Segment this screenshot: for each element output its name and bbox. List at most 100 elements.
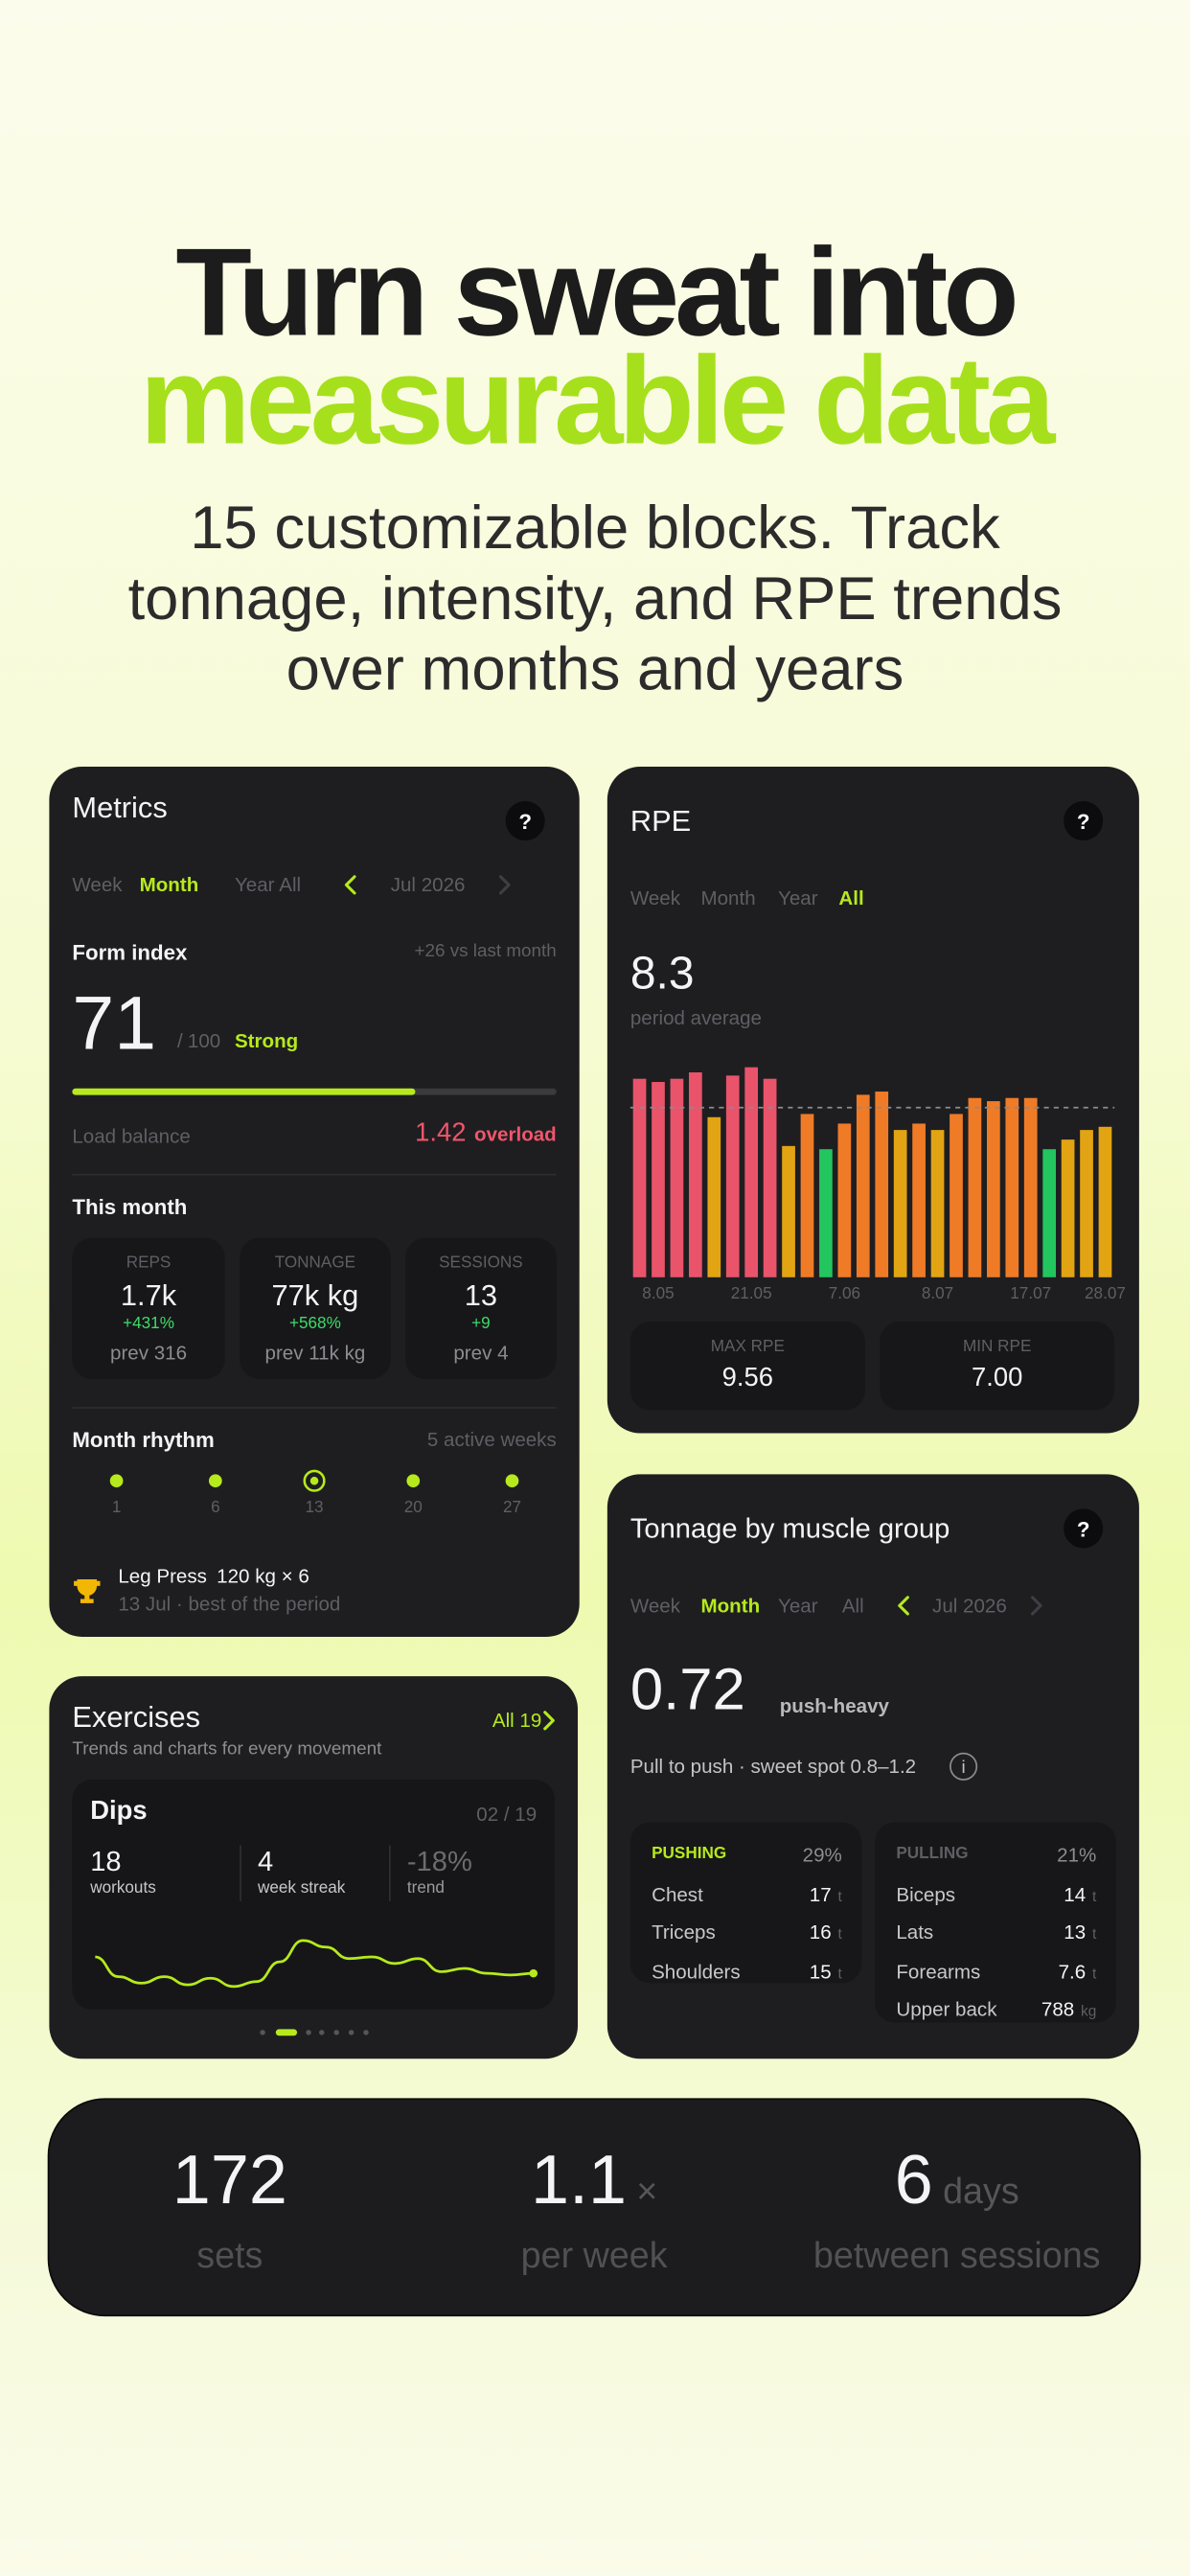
x-tick-label: 21.05 bbox=[731, 1283, 772, 1302]
summary-value: 1.1 × bbox=[530, 2140, 657, 2219]
section-label: Form index bbox=[72, 939, 188, 965]
chevron-right bbox=[498, 875, 511, 895]
muscle-unit: t bbox=[837, 1926, 842, 1944]
period-tab[interactable]: Month bbox=[700, 1594, 761, 1618]
bar bbox=[987, 1101, 1000, 1277]
muscle-value: 16 t bbox=[810, 1923, 842, 1944]
bar bbox=[689, 1071, 702, 1277]
stat-prev: prev 11k kg bbox=[264, 1341, 366, 1365]
scale-max: 100 bbox=[187, 1029, 221, 1053]
muscle-tonnage: 788 bbox=[1041, 1998, 1075, 2022]
muscle-value: 17 t bbox=[810, 1885, 842, 1905]
summary-unit: days bbox=[943, 2170, 1019, 2212]
summary-value: 172 bbox=[172, 2140, 287, 2219]
scale-separator: / bbox=[177, 1029, 183, 1053]
help-button[interactable]: ? bbox=[1064, 800, 1104, 841]
help-button[interactable]: ? bbox=[1064, 1508, 1104, 1549]
best-detail: 120 kg × 6 bbox=[217, 1564, 309, 1588]
group-name: PUSHING bbox=[652, 1845, 727, 1864]
bar bbox=[893, 1130, 907, 1277]
exercise-stat-label: week streak bbox=[257, 1879, 346, 1898]
rhythm-dot bbox=[406, 1474, 421, 1488]
x-tick-label: 8.07 bbox=[922, 1283, 953, 1302]
rating: Strong bbox=[234, 1029, 299, 1053]
rpe-card: 8.05 21.05 7.06 8.07 17.07 28.07 RPE? Week Month… bbox=[606, 767, 1139, 1434]
stat-prev: prev 4 bbox=[453, 1341, 509, 1365]
rhythm-dot bbox=[505, 1474, 519, 1488]
summary-number: 1.1 bbox=[530, 2140, 628, 2219]
muscle-tonnage: 15 bbox=[809, 1960, 832, 1984]
muscle-tonnage: 7.6 bbox=[1058, 1960, 1087, 1984]
section-label: Month rhythm bbox=[72, 1427, 215, 1453]
muscle-unit: t bbox=[837, 1888, 842, 1905]
stat-prev: prev 316 bbox=[110, 1341, 188, 1365]
bar bbox=[875, 1092, 889, 1277]
muscle-tonnage: 17 bbox=[809, 1882, 832, 1906]
muscle-value: 14 t bbox=[1064, 1885, 1096, 1905]
summary-card: 172 sets 1.1 × per week 6 days between sessions bbox=[49, 2100, 1139, 2315]
rhythm-dot bbox=[309, 1476, 319, 1485]
muscle-name: Forearms bbox=[896, 1960, 981, 1984]
stat-divider bbox=[240, 1845, 241, 1901]
muscle-group-box: PULLING 21% Biceps 14 t Lats 13 t Forearms 7.6 t Up… bbox=[875, 1822, 1116, 2022]
period-tab[interactable]: Year bbox=[234, 873, 275, 897]
exercise-name: Dips bbox=[90, 1797, 148, 1826]
best-set: Leg Press 120 kg × 6 bbox=[118, 1566, 309, 1586]
headline-accent: measurable data bbox=[139, 332, 1056, 472]
delta: +26 vs last month bbox=[414, 941, 557, 962]
average-value: 8.3 bbox=[629, 947, 695, 999]
rhythm-ring bbox=[303, 1469, 326, 1492]
ratio-value: 0.72 bbox=[629, 1654, 745, 1723]
headline: Turn sweat into bbox=[175, 222, 1018, 363]
bar bbox=[1061, 1139, 1075, 1277]
summary-label: between sessions bbox=[812, 2234, 1101, 2276]
x-tick-label: 28.07 bbox=[1085, 1283, 1126, 1302]
bar bbox=[837, 1123, 852, 1277]
page-dot bbox=[319, 2030, 325, 2036]
period-tab[interactable]: Year bbox=[778, 886, 818, 910]
x-tick-label: 8.05 bbox=[642, 1283, 674, 1302]
graphics bbox=[260, 1711, 555, 2036]
period-tab[interactable]: Month bbox=[139, 873, 199, 897]
period-tab[interactable]: Month bbox=[700, 886, 756, 910]
help-button[interactable]: ? bbox=[505, 800, 545, 841]
period-tab[interactable]: Week bbox=[629, 1594, 681, 1618]
period-tab[interactable]: All bbox=[838, 886, 864, 910]
muscle-unit: t bbox=[1092, 1888, 1097, 1905]
chevron-left bbox=[898, 1596, 909, 1616]
all-link[interactable]: All 19 bbox=[492, 1709, 542, 1733]
period-date: Jul 2026 bbox=[932, 1594, 1007, 1618]
group-name: PULLING bbox=[896, 1845, 969, 1864]
ratio-note: Pull to push · sweet spot 0.8–1.2 bbox=[629, 1755, 917, 1779]
stat-label: REPS bbox=[126, 1254, 172, 1273]
exercise-stat-label: workouts bbox=[90, 1879, 156, 1898]
stat-value: 13 bbox=[464, 1278, 498, 1312]
extreme-label: MAX RPE bbox=[710, 1338, 785, 1357]
bar bbox=[632, 1078, 647, 1277]
best-note: 13 Jul · best of the period bbox=[118, 1592, 341, 1616]
stat-change: +431% bbox=[123, 1315, 174, 1334]
best-exercise: Leg Press bbox=[118, 1564, 207, 1588]
exercise-stat-value: 4 bbox=[257, 1846, 274, 1877]
bar bbox=[930, 1130, 945, 1277]
period-tab[interactable]: All bbox=[841, 1594, 864, 1618]
bar bbox=[856, 1094, 870, 1277]
muscle-name: Biceps bbox=[896, 1882, 956, 1906]
card-subtitle: Trends and charts for every movement bbox=[72, 1739, 382, 1760]
period-tab[interactable]: Week bbox=[72, 873, 123, 897]
period-tab[interactable]: Year bbox=[778, 1594, 818, 1618]
bar bbox=[800, 1114, 814, 1277]
muscle-name: Lats bbox=[896, 1920, 934, 1944]
summary-number: 172 bbox=[172, 2140, 287, 2219]
bar bbox=[652, 1082, 665, 1277]
bar bbox=[912, 1123, 926, 1277]
sparkline-end bbox=[529, 1968, 538, 1978]
progress-fill bbox=[72, 1088, 417, 1095]
exercise-stat-value: -18% bbox=[406, 1846, 472, 1877]
stat-divider bbox=[389, 1845, 391, 1901]
period-tab[interactable]: Week bbox=[629, 886, 681, 910]
muscle-value: 13 t bbox=[1064, 1923, 1096, 1944]
period-tab[interactable]: All bbox=[279, 873, 302, 897]
chevron-right bbox=[543, 1711, 555, 1731]
